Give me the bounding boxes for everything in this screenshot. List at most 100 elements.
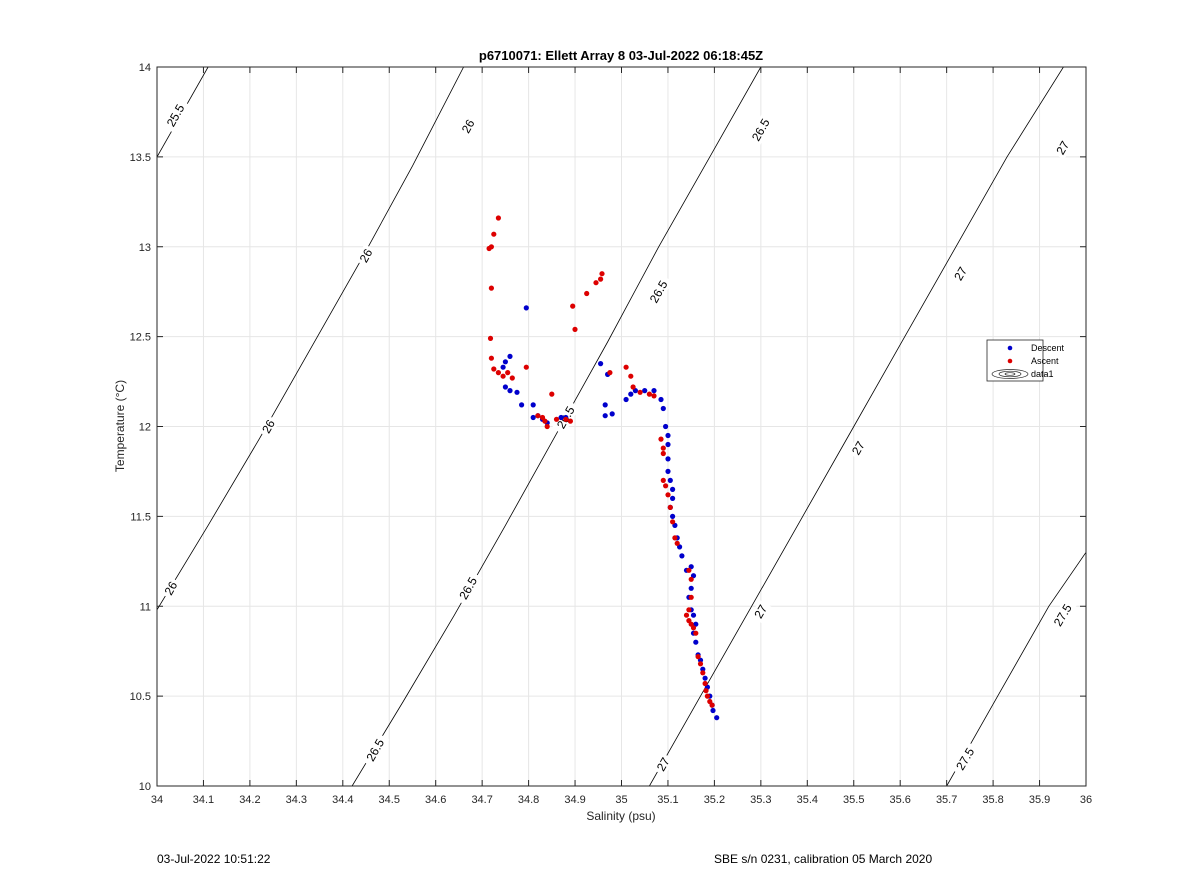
ascent-point [491,231,497,237]
ascent-point [628,373,634,379]
ascent-point [704,693,711,699]
ascent-point [702,680,708,687]
ascent-point [686,607,692,613]
contour-label-text: 27 [751,602,770,621]
legend-label-descent: Descent [1031,343,1065,353]
ascent-point [665,492,671,498]
x-tick-label: 35.9 [1029,794,1050,806]
contour-label-text: 27 [951,264,970,283]
descent-point [714,715,720,721]
descent-point [502,359,508,365]
ascent-point [535,413,541,419]
descent-point [523,305,529,311]
descent-point [642,388,648,394]
legend-marker-ascent [1007,358,1013,364]
x-tick-label: 34.9 [564,794,585,806]
chart-title: p6710071: Ellett Array 8 03-Jul-2022 06:… [479,48,763,63]
descent-point [502,384,508,390]
ascent-point [683,612,690,618]
ascent-point [695,654,701,660]
ascent-point [663,483,669,489]
ascent-point [703,688,709,694]
descent-point [658,396,664,403]
contour-label-bg [457,114,479,139]
ascent-point [563,416,569,422]
ascent-point [509,375,515,381]
descent-point [602,413,608,419]
x-tick-label: 34.1 [193,794,214,806]
density-contour-26.5 [351,67,762,786]
contour-label-bg [847,436,870,460]
x-tick-label: 35.8 [982,794,1003,806]
descent-point [628,391,634,397]
ascent-point [599,271,605,277]
ascent-point [572,326,578,332]
descent-point [679,553,685,559]
descent-point [693,639,699,645]
descent-point [514,389,520,395]
x-tick-label: 34.8 [518,794,539,806]
y-tick-label: 11 [140,601,151,613]
y-tick-label: 14 [139,62,151,74]
density-contour-labels: 25.52626262626.526.526.526.526.527272727… [160,98,1078,777]
y-tick-label: 11.5 [130,511,151,523]
ascent-point [488,285,494,291]
x-tick-label: 34.3 [286,794,307,806]
contour-label-bg [746,112,775,148]
ascent-point [709,702,715,708]
contour-label-text: 27 [849,439,868,458]
x-tick-label: 35.1 [657,794,678,806]
ascent-point [658,436,664,442]
footer-calibration: SBE s/n 0231, calibration 05 March 2020 [714,852,933,866]
contour-label: 27 [949,261,972,286]
ascent-point [542,418,548,424]
descent-point [665,432,671,439]
contour-label: 27 [847,436,870,460]
descent-point [519,402,525,408]
ascent-point [660,450,666,457]
x-tick-label: 35.5 [843,794,864,806]
ascent-point [567,418,574,424]
descent-point [670,495,676,501]
contour-label-bg [257,414,280,439]
ascent-point [674,540,680,546]
contour-label-bg [950,741,980,777]
descent-point [623,396,629,403]
descent-point [602,402,608,408]
contour-label-text: 26 [459,117,478,136]
contour-label: 26 [355,243,377,268]
descent-point [688,585,694,591]
density-contour-27.5 [946,552,1086,786]
descent-point [710,707,716,714]
contour-label-text: 26 [259,417,278,436]
legend-label-data1: data1 [1031,369,1054,379]
ascent-point [570,303,576,309]
y-tick-label: 10.5 [130,691,151,703]
x-tick-label: 35.6 [889,794,910,806]
x-tick-label: 35.4 [797,794,818,806]
contour-label-bg [361,732,390,768]
density-contour-27 [649,67,1064,786]
y-tick-label: 12 [139,422,151,434]
ascent-point [505,370,511,376]
legend-label-ascent: Ascent [1031,356,1059,366]
contour-label: 27 [652,752,675,777]
y-axis-label: Temperature (°C) [113,380,127,472]
contour-label-bg [949,261,972,286]
ascent-point [549,391,555,397]
contour-label-bg [644,274,673,310]
descent-point [558,414,564,421]
descent-point [665,468,671,474]
x-tick-label: 34.7 [471,794,492,806]
density-contour-26 [157,67,464,611]
descent-point [700,666,706,672]
descent-point [598,361,604,367]
descent-point [651,388,657,394]
data-points [486,215,720,721]
ascent-point [693,630,699,636]
grid [156,66,1087,787]
descent-point [690,612,697,618]
x-tick-label: 34.5 [379,794,400,806]
contour-label-bg [749,599,772,624]
